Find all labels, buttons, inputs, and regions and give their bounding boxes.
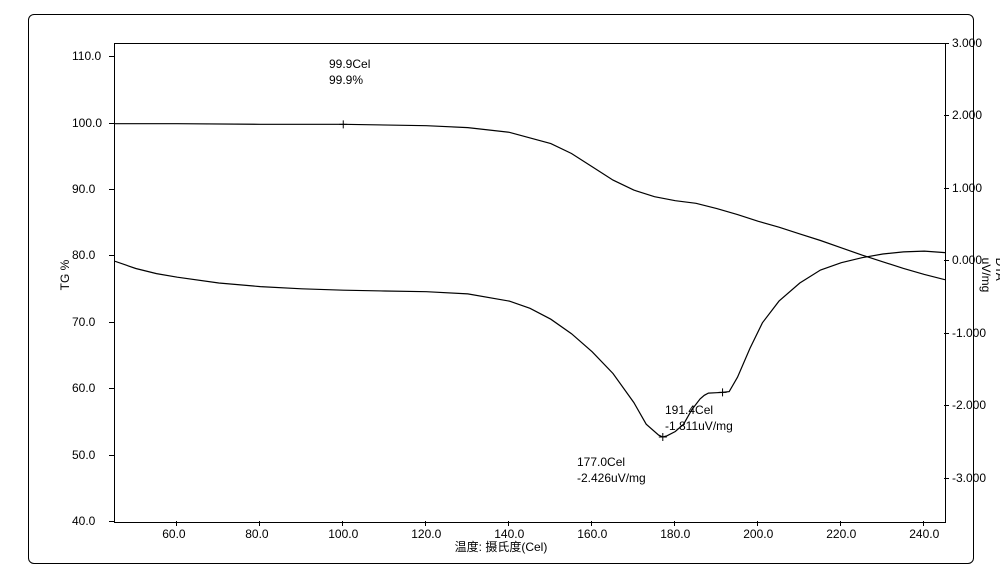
annotation-a3: 177.0Cel-2.426uV/mg [577,455,646,486]
y-left-label: TG % [58,260,72,291]
plot-area [114,43,946,523]
annotation-a2: 191.4Cel-1.811uV/mg [665,403,733,434]
annotation-a1: 99.9Cel99.9% [329,57,370,88]
chart-svg [115,44,945,522]
y-right-label: DTA uV/mg [979,258,1000,293]
chart-frame: TG % DTA uV/mg 温度: 摄氏度(Cel) 60.080.0100.… [28,14,974,564]
